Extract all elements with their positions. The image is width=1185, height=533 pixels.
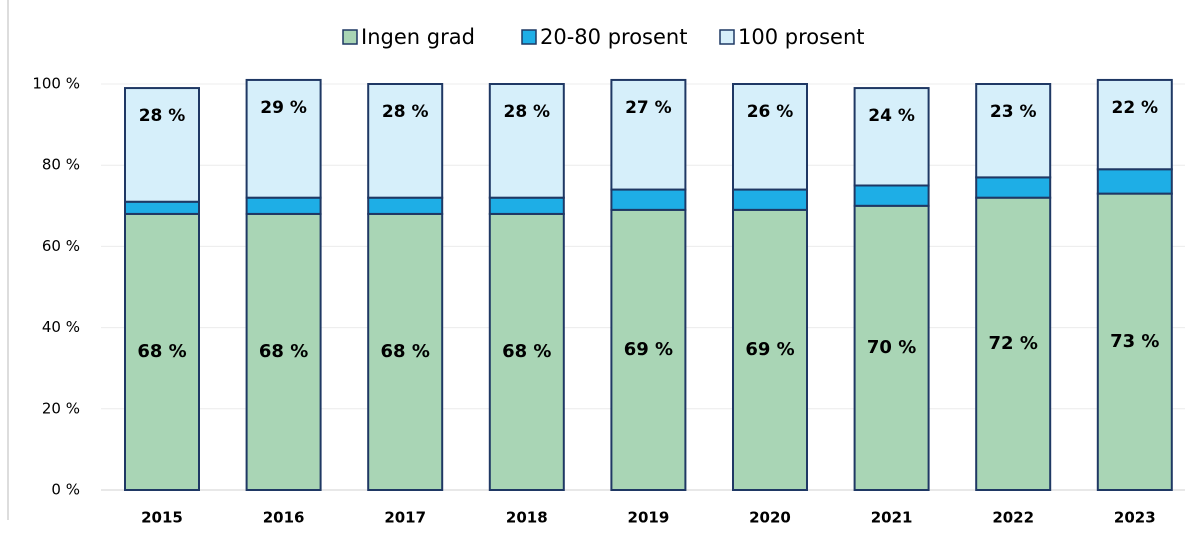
- legend-swatch: [342, 29, 358, 45]
- bar-segment: [853, 87, 930, 187]
- data-label: 70 %: [867, 337, 916, 358]
- bar-segment: [488, 83, 565, 199]
- bar-segment: [732, 188, 808, 211]
- data-label: 69 %: [624, 339, 673, 360]
- legend-swatch: [521, 29, 537, 45]
- bar-segment: [367, 83, 444, 199]
- y-tick-label: 80 %: [42, 156, 80, 174]
- data-label: 68 %: [381, 341, 430, 362]
- data-label: 23 %: [990, 102, 1037, 122]
- bar-segment: [975, 83, 1052, 179]
- x-tick-label: 2019: [628, 509, 670, 527]
- data-label: 22 %: [1111, 98, 1158, 118]
- data-label: 28 %: [503, 102, 550, 122]
- bar-segment: [610, 208, 687, 492]
- data-label: 28 %: [139, 106, 186, 126]
- data-label: 29 %: [260, 98, 307, 118]
- data-label: 26 %: [747, 102, 794, 122]
- legend-label: Ingen grad: [361, 25, 475, 49]
- x-tick-label: 2023: [1114, 509, 1156, 527]
- data-label: 68 %: [137, 341, 186, 362]
- data-label: 72 %: [989, 333, 1038, 354]
- bar-segment: [975, 176, 1052, 199]
- x-tick-label: 2020: [749, 509, 791, 527]
- data-label: 68 %: [259, 341, 308, 362]
- bar-segment: [853, 184, 930, 207]
- y-tick-label: 60 %: [42, 237, 80, 255]
- legend-label: 100 prosent: [738, 25, 865, 49]
- data-label: 68 %: [502, 341, 551, 362]
- bar-segment: [245, 212, 322, 491]
- legend-swatch: [719, 29, 735, 45]
- data-label: 69 %: [745, 339, 794, 360]
- x-tick-label: 2022: [992, 509, 1034, 527]
- data-label: 27 %: [625, 98, 672, 118]
- legend-label: 20-80 prosent: [540, 25, 687, 49]
- bar-segment: [245, 196, 322, 215]
- bar-segment: [124, 87, 200, 203]
- x-tick-label: 2021: [871, 509, 913, 527]
- data-label: 28 %: [382, 102, 429, 122]
- bar-segment: [488, 196, 565, 215]
- x-tick-label: 2018: [506, 509, 548, 527]
- bar-segment: [367, 196, 444, 215]
- x-tick-label: 2017: [384, 509, 426, 527]
- bar-segment: [1096, 78, 1173, 171]
- y-tick-label: 40 %: [42, 318, 80, 336]
- bar-segment: [367, 212, 444, 491]
- data-label: 73 %: [1110, 331, 1159, 352]
- bar-segment: [610, 78, 687, 191]
- bar-segment: [1096, 168, 1173, 195]
- bar-segment: [610, 188, 687, 211]
- bar-segment: [245, 78, 322, 199]
- data-label: 24 %: [868, 106, 915, 126]
- y-tick-label: 20 %: [42, 399, 80, 417]
- bar-segment: [732, 208, 808, 492]
- bar-segment: [124, 200, 200, 215]
- bar-segment: [124, 212, 200, 491]
- bar-segment: [732, 83, 808, 191]
- bar-segment: [488, 212, 565, 491]
- x-tick-label: 2016: [263, 509, 305, 527]
- x-tick-label: 2015: [141, 509, 183, 527]
- y-tick-label: 100 %: [32, 75, 80, 93]
- bar-segment: [1096, 192, 1173, 491]
- y-tick-label: 0 %: [51, 481, 80, 499]
